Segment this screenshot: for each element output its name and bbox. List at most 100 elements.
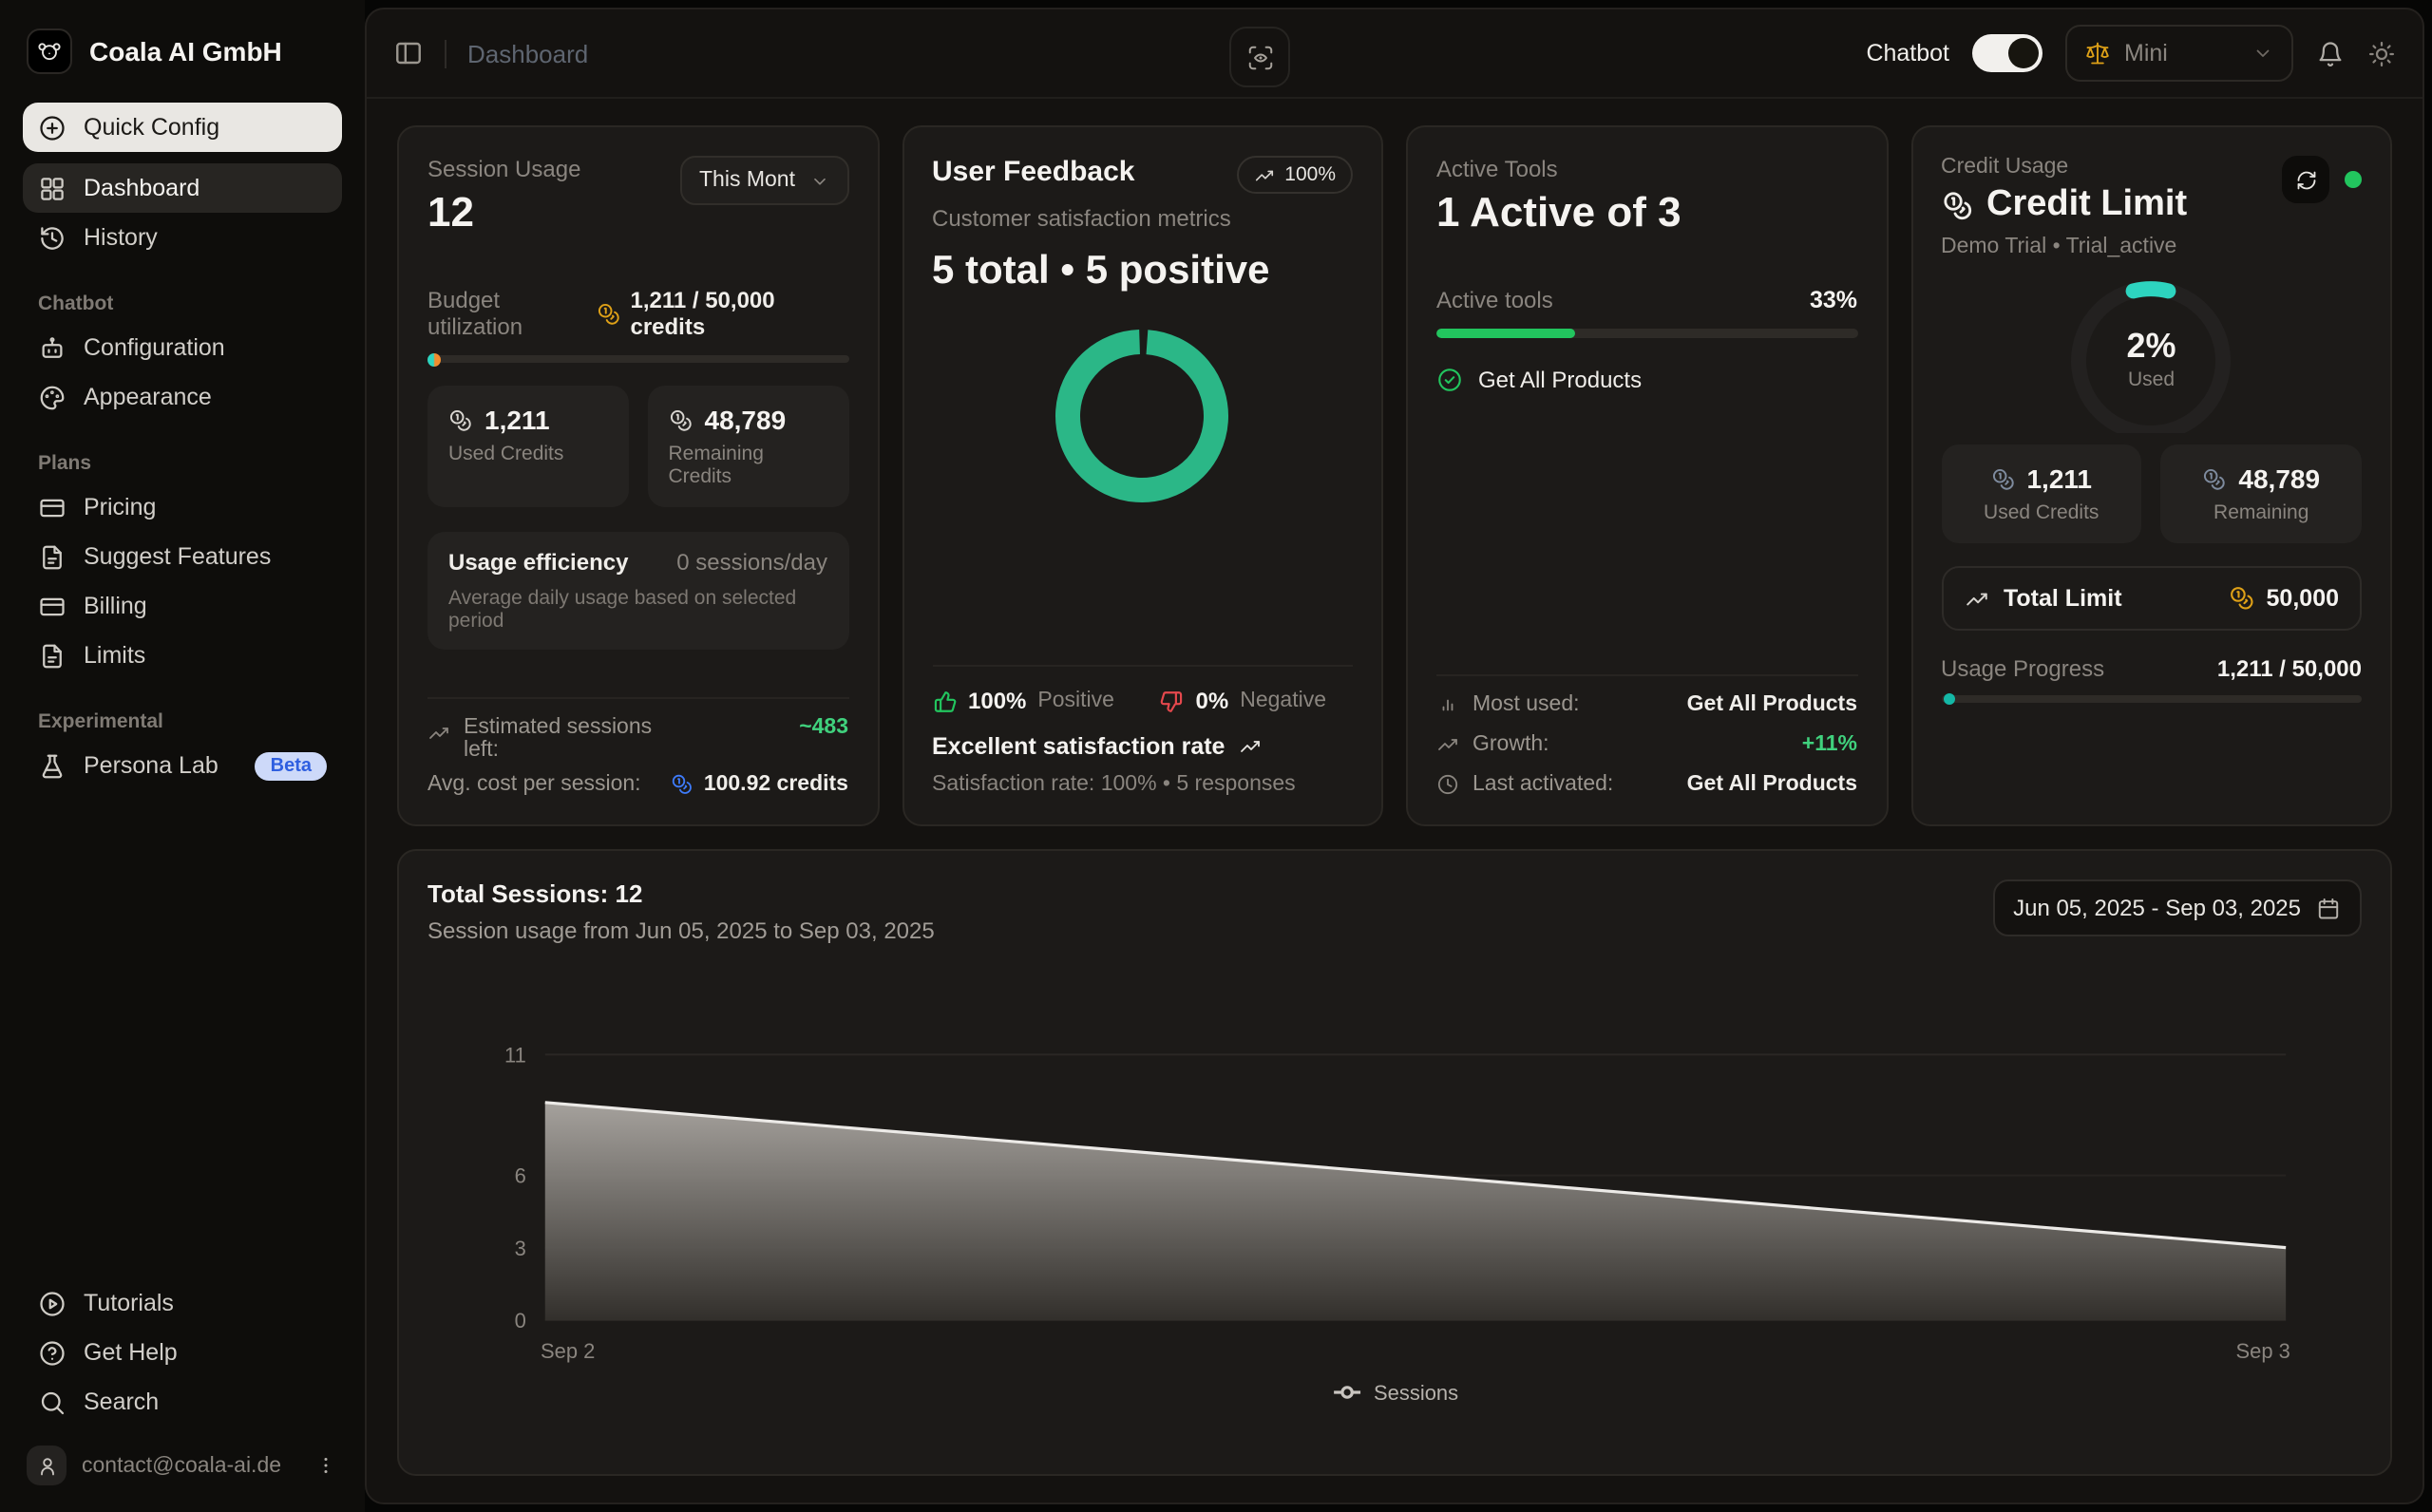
- trending-up-icon: [1438, 739, 1457, 750]
- chevron-down-icon: [2256, 49, 2270, 57]
- user-email: contact@coala-ai.de: [82, 1454, 282, 1477]
- active-tools-progress-value: 33%: [1809, 287, 1857, 313]
- sidebar-item-limits[interactable]: Limits: [23, 631, 342, 680]
- date-range-value: Jun 05, 2025 - Sep 03, 2025: [2013, 895, 2301, 921]
- chevron-down-icon: [813, 177, 825, 184]
- budget-label: Budget utilization: [428, 287, 523, 340]
- chatbot-toggle[interactable]: [1972, 34, 2042, 72]
- sidebar-item-search[interactable]: Search: [23, 1377, 342, 1427]
- remaining-credits-value: 48,789: [704, 405, 787, 435]
- card-title: Session Usage: [428, 156, 581, 182]
- card-title: Credit Limit: [1986, 184, 2188, 224]
- user-menu-button[interactable]: [314, 1453, 338, 1478]
- user-feedback-card: User Feedback 100% Customer satisfaction…: [902, 125, 1383, 826]
- card-divider: [1436, 674, 1857, 676]
- model-select[interactable]: Mini: [2065, 25, 2293, 82]
- model-select-value: Mini: [2124, 40, 2168, 66]
- bot-icon: [42, 336, 63, 357]
- status-dot: [2345, 171, 2362, 188]
- avg-cost-label: Avg. cost per session:: [428, 773, 641, 796]
- trending-up-icon: [1256, 169, 1274, 180]
- sidebar-item-quick-config[interactable]: Quick Config: [23, 103, 342, 152]
- x-label-sep3: Sep 3: [2236, 1339, 2290, 1363]
- total-limit-value: 50,000: [2266, 585, 2339, 612]
- scan-eye-button[interactable]: [1229, 27, 1291, 87]
- user-row[interactable]: contact@coala-ai.de: [23, 1446, 342, 1485]
- most-used-label: Most used:: [1472, 693, 1580, 716]
- period-select-value: This Mont: [699, 169, 795, 192]
- used-credits-box: 1,211 Used Credits: [428, 386, 629, 507]
- sidebar-item-pricing[interactable]: Pricing: [23, 482, 342, 532]
- sidebar: Coala AI GmbH Quick Config Dashboard His…: [0, 0, 365, 1512]
- period-select[interactable]: This Mont: [680, 156, 848, 205]
- sidebar-item-dashboard[interactable]: Dashboard: [23, 163, 342, 213]
- tool-list-item: Get All Products: [1436, 367, 1857, 393]
- sidebar-item-persona-lab[interactable]: Persona Lab Beta: [23, 741, 342, 790]
- efficiency-label: Usage efficiency: [448, 549, 629, 576]
- legend-label: Sessions: [1374, 1381, 1458, 1405]
- sidebar-item-tutorials[interactable]: Tutorials: [23, 1278, 342, 1328]
- sidebar-item-label: Quick Config: [84, 114, 220, 141]
- sidebar-item-appearance[interactable]: Appearance: [23, 372, 342, 422]
- coins-icon: [598, 302, 619, 324]
- section-label-experimental: Experimental: [38, 710, 163, 733]
- estimated-sessions-label: Estimated sessions left:: [464, 716, 653, 762]
- used-credits-value: 1,211: [484, 405, 550, 435]
- date-range-button[interactable]: Jun 05, 2025 - Sep 03, 2025: [1992, 879, 2362, 936]
- growth-label: Growth:: [1472, 733, 1549, 756]
- satisfaction-rating: Excellent satisfaction rate: [932, 733, 1226, 760]
- topbar-right: Chatbot Mini: [1866, 25, 2396, 82]
- bar-chart-icon: [1442, 699, 1454, 711]
- theme-button[interactable]: [2367, 39, 2396, 67]
- kebab-icon: [323, 1457, 329, 1474]
- sidebar-item-label: Configuration: [84, 334, 225, 361]
- gauge-value: 2%: [2126, 327, 2176, 365]
- feedback-trend-badge: 100%: [1237, 156, 1353, 194]
- card-divider: [428, 697, 848, 699]
- negative-feedback-stat: 0% Negative: [1160, 688, 1326, 714]
- sessions-line: [544, 1101, 2287, 1250]
- remaining-credits-label: Remaining Credits: [668, 443, 764, 488]
- remaining-credits-value: 48,789: [2238, 463, 2321, 494]
- calendar-icon: [2318, 898, 2339, 918]
- credit-card-icon: [40, 596, 65, 615]
- used-credits-label: Used Credits: [448, 443, 564, 465]
- coins-icon: [2204, 467, 2226, 489]
- coins-icon: [1943, 191, 1971, 219]
- last-activated-value: Get All Products: [1686, 773, 1857, 796]
- used-credits-value: 1,211: [2026, 463, 2092, 494]
- plus-circle-icon: [40, 115, 65, 140]
- sidebar-item-billing[interactable]: Billing: [23, 581, 342, 631]
- feedback-donut-chart: [932, 317, 1353, 515]
- sidebar-item-suggest-features[interactable]: Suggest Features: [23, 532, 342, 581]
- active-tools-progress-label: Active tools: [1436, 287, 1553, 313]
- sidebar-toggle-button[interactable]: [393, 38, 424, 68]
- plan-subtitle: Demo Trial • Trial_active: [1941, 236, 2177, 258]
- negative-value: 0%: [1195, 688, 1229, 714]
- feedback-trend-value: 100%: [1284, 163, 1336, 186]
- notifications-button[interactable]: [2316, 39, 2345, 67]
- brand-name: Coala AI GmbH: [89, 36, 282, 66]
- budget-value: 1,211 / 50,000 credits: [630, 287, 775, 340]
- negative-label: Negative: [1240, 690, 1326, 712]
- file-text-icon: [43, 643, 62, 668]
- chart-title-value: 12: [615, 879, 643, 908]
- chart-title: Total Sessions: 12: [428, 879, 935, 908]
- sidebar-item-configuration[interactable]: Configuration: [23, 323, 342, 372]
- card-divider: [932, 665, 1353, 667]
- sidebar-item-label: Search: [84, 1389, 160, 1415]
- chart-title-label: Total Sessions:: [428, 879, 609, 908]
- sidebar-item-label: History: [84, 224, 158, 251]
- total-limit-row: Total Limit 50,000: [1941, 566, 2362, 631]
- sidebar-item-label: Pricing: [84, 494, 157, 520]
- sidebar-item-history[interactable]: History: [23, 213, 342, 262]
- budget-progress-bar: [428, 352, 848, 366]
- sidebar-item-get-help[interactable]: Get Help: [23, 1328, 342, 1377]
- search-icon: [41, 1390, 65, 1414]
- toggle-knob: [2008, 38, 2039, 68]
- clock-icon: [1437, 774, 1458, 795]
- refresh-button[interactable]: [2282, 156, 2329, 203]
- sidebar-spacer: [23, 790, 342, 1278]
- breadcrumb: Dashboard: [467, 39, 589, 67]
